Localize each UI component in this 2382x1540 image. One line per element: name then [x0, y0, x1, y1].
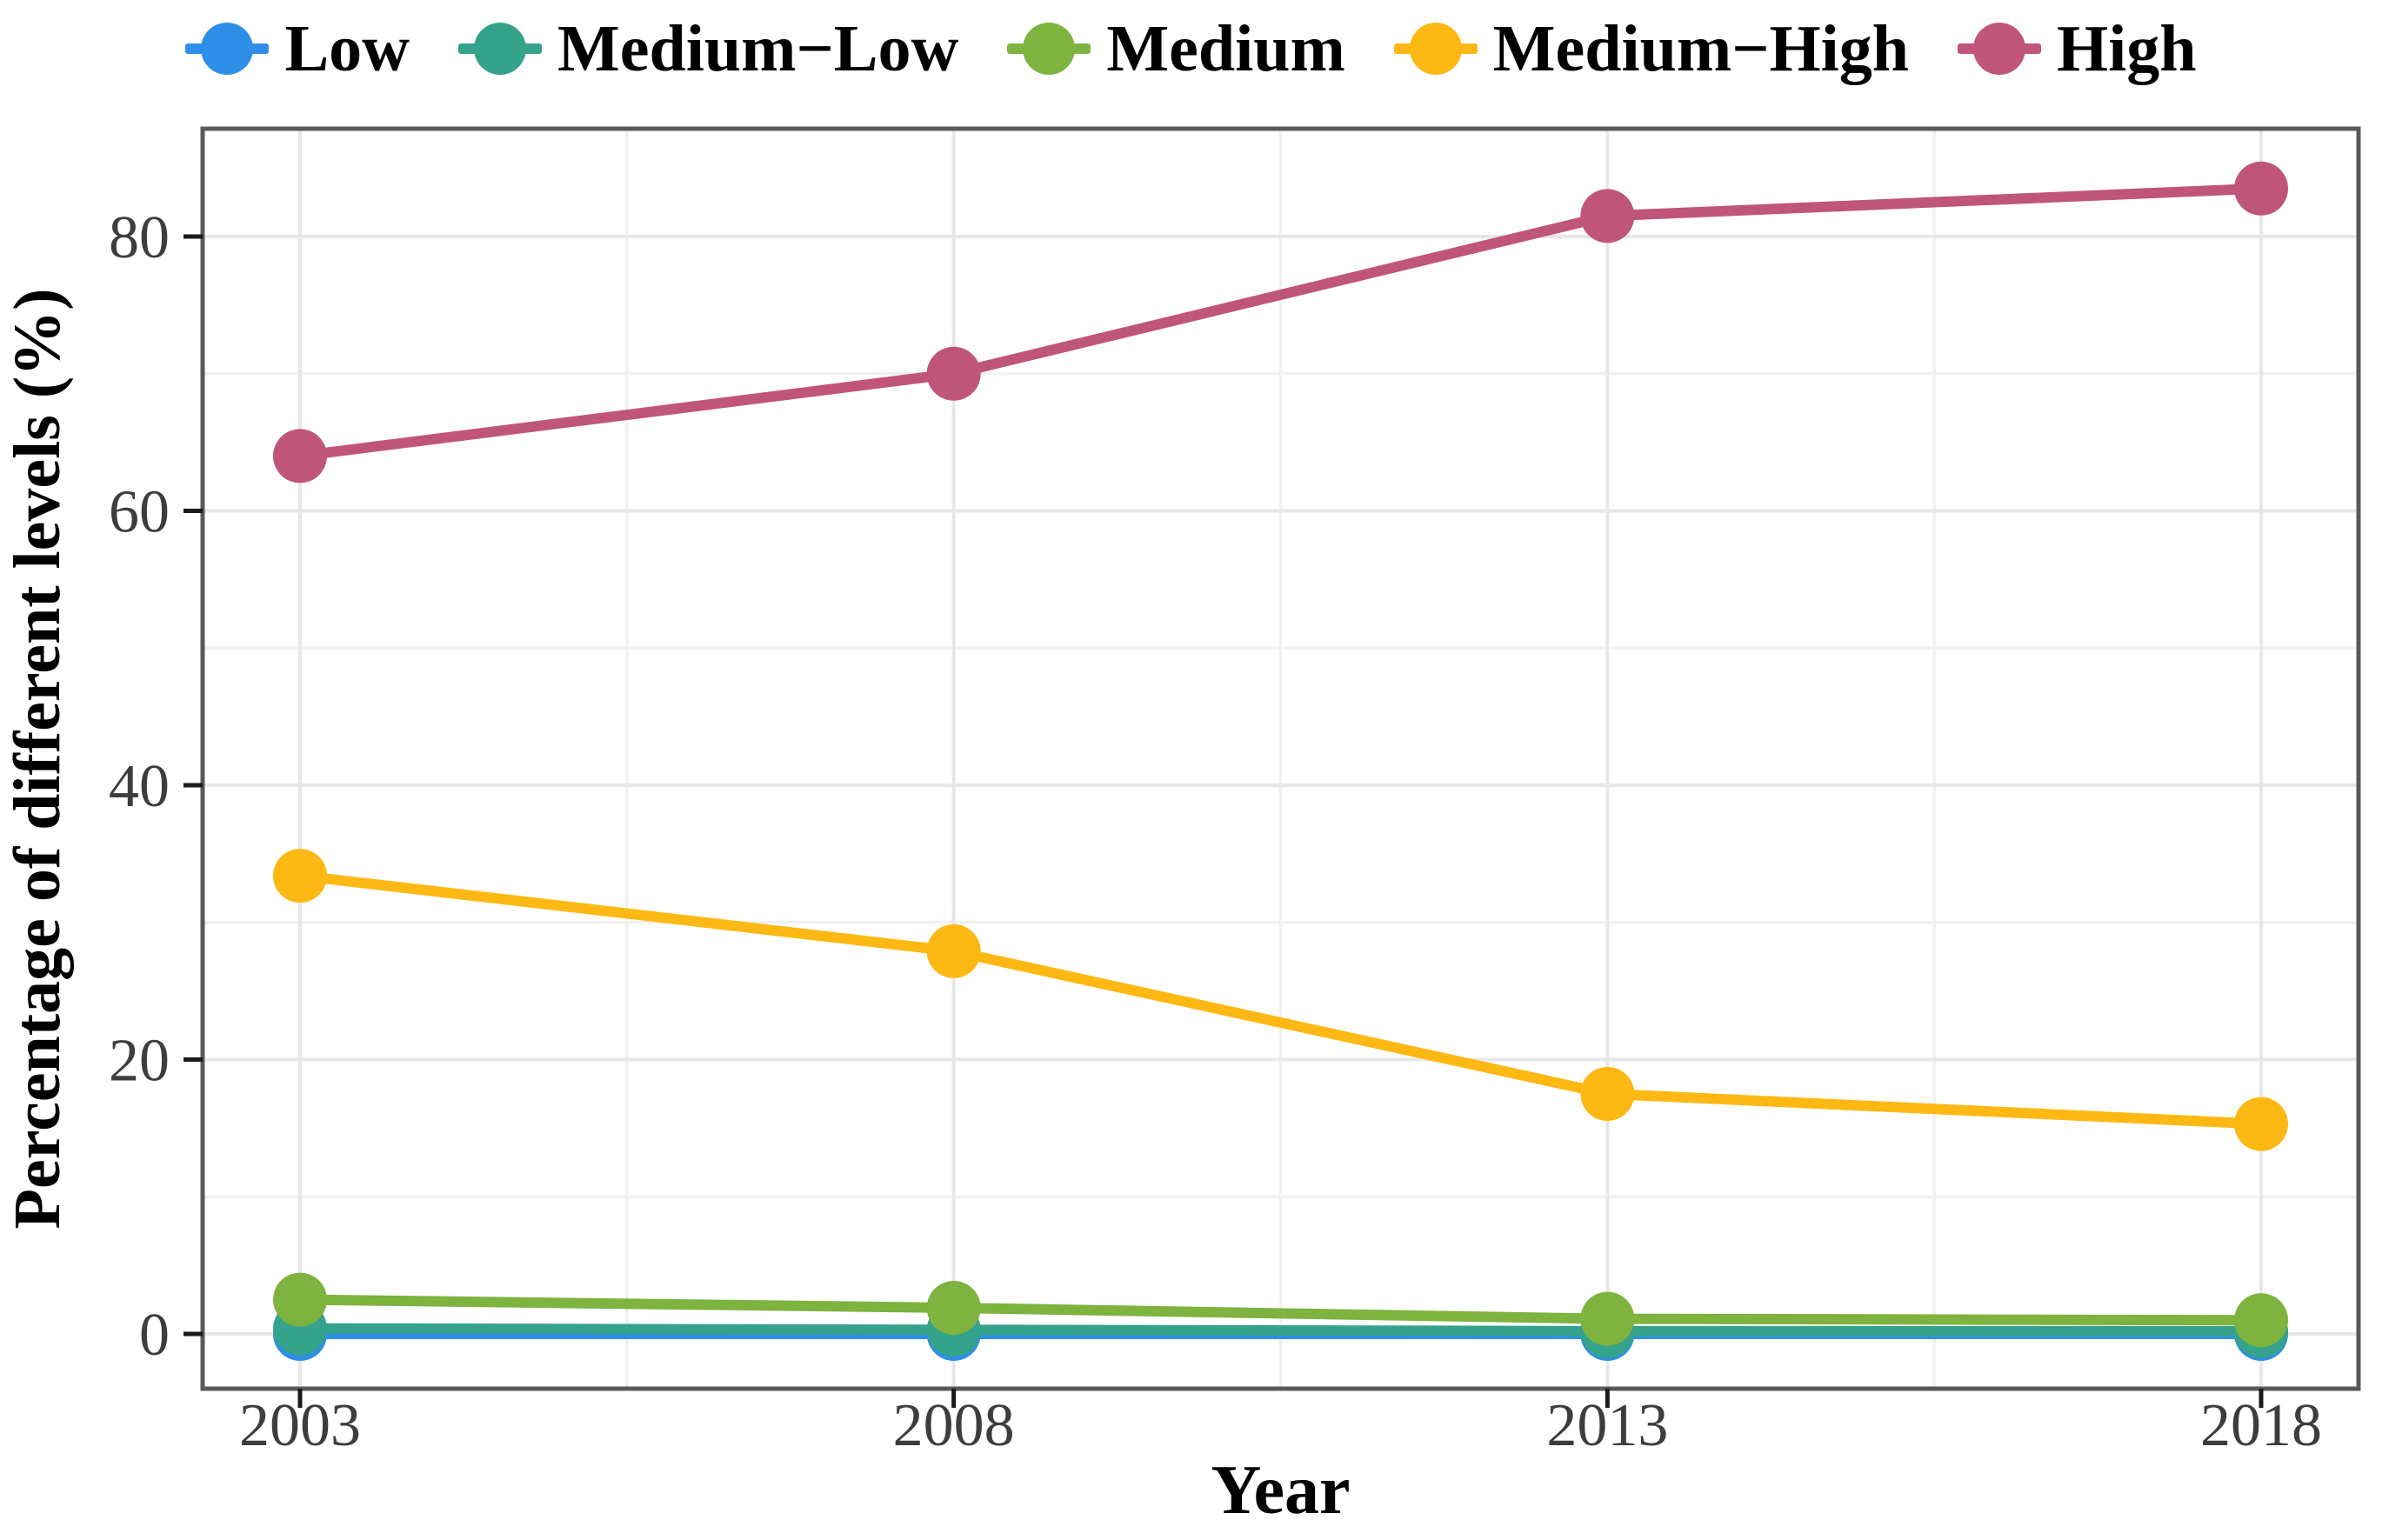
legend-label: Low: [284, 12, 410, 85]
legend-key-icon: [458, 20, 543, 77]
series-line-medium-low: [295, 1323, 2266, 1337]
legend-item-medium-high: Medium−High: [1393, 12, 1910, 85]
legend-item-high: High: [1958, 16, 2197, 82]
x-tick-label: 2003: [239, 1392, 361, 1459]
y-tick-label: 60: [109, 479, 170, 546]
legend-item-low: Low: [185, 16, 410, 82]
y-tick-label: 80: [109, 204, 170, 271]
data-point-medium-2013: [1580, 1291, 1635, 1346]
data-point-medium-high-2003: [273, 849, 327, 903]
panel-border: [200, 126, 2361, 1391]
data-point-medium-2003: [273, 1272, 327, 1327]
series-line-medium-high: [295, 870, 2266, 1130]
legend-key-icon: [1007, 20, 1091, 77]
data-point-medium-high-2018: [2233, 1097, 2288, 1151]
legend-label: Medium: [1106, 12, 1345, 85]
legend-item-medium: Medium: [1007, 12, 1345, 85]
x-tick-label: 2013: [1546, 1392, 1668, 1459]
legend-key-icon: [185, 20, 270, 77]
data-point-high-2013: [1580, 189, 1635, 243]
x-tick-label: 2018: [2200, 1392, 2322, 1459]
legend: Low Medium−Low Medium Medium−High High: [0, 3, 2382, 94]
series-line-high: [295, 183, 2266, 462]
data-point-medium-high-2013: [1580, 1066, 1635, 1121]
data-point-high-2008: [926, 346, 981, 401]
y-tick-label: 20: [109, 1028, 170, 1095]
data-point-high-2018: [2233, 161, 2288, 216]
x-axis-title: Year: [1211, 1452, 1351, 1529]
legend-key-icon: [1393, 20, 1478, 77]
data-point-medium-2018: [2233, 1293, 2288, 1348]
legend-label: High: [2057, 12, 2197, 85]
data-point-medium-2008: [926, 1281, 981, 1336]
y-axis-title: Percentage of different levels (%): [1, 289, 74, 1230]
series-line-medium: [295, 1294, 2266, 1326]
x-tick-label: 2008: [893, 1392, 1015, 1459]
legend-label: Medium−Low: [557, 12, 959, 85]
legend-item-medium-low: Medium−Low: [458, 16, 958, 82]
legend-key-icon: [1958, 20, 2042, 77]
data-point-medium-high-2008: [926, 923, 981, 978]
data-point-high-2003: [273, 429, 327, 483]
legend-label: Medium−High: [1492, 12, 1910, 85]
y-tick-label: 40: [109, 753, 170, 820]
y-tick-label: 0: [139, 1302, 170, 1369]
